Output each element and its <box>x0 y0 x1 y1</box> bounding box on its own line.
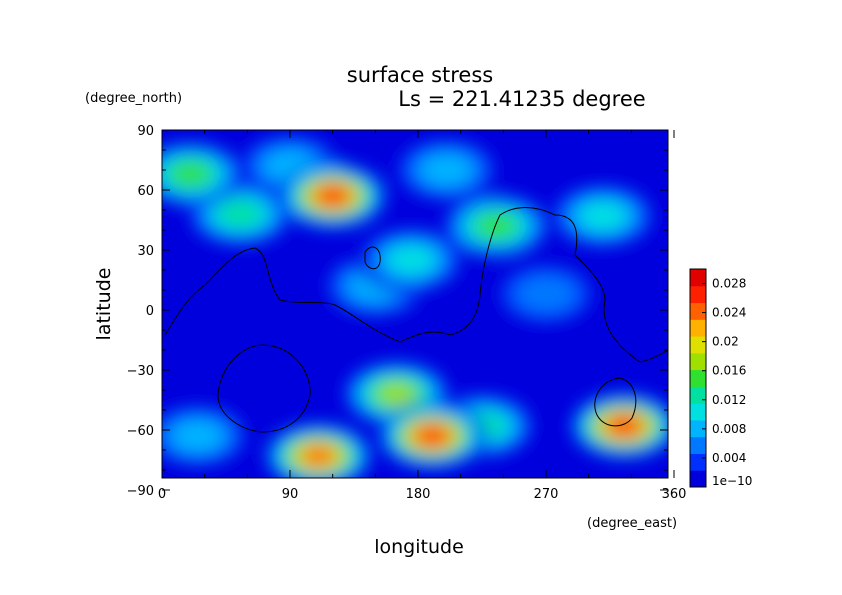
y-tick-label: 30 <box>137 244 154 259</box>
colorbar-band <box>690 302 706 320</box>
field-contour-fill <box>387 246 435 274</box>
field-contour-fill <box>417 427 448 445</box>
field-contour-fill <box>171 162 210 186</box>
colorbar-band <box>690 470 706 488</box>
heatmap-field <box>162 130 668 478</box>
field-contour-fill <box>303 446 334 466</box>
colorbar-label: 0.016 <box>712 364 746 378</box>
contour-line <box>594 377 637 427</box>
x-tick-label: 180 <box>406 487 431 502</box>
colorbar-label: 0.02 <box>712 335 739 349</box>
x-tick-label: 270 <box>534 487 559 502</box>
y-tick-label: −30 <box>127 364 154 379</box>
x-units-label: (degree_east) <box>587 516 677 531</box>
field-contour-fill <box>317 187 348 205</box>
axis-tick-labels: 0 90 180 270 360 90 60 30 0 −30 −60 −90 <box>127 124 687 502</box>
y-tick-label: −60 <box>127 424 154 439</box>
contour-line <box>217 344 311 433</box>
colorbar-band <box>690 386 706 404</box>
contour-lines <box>164 207 668 433</box>
colorbar-frame <box>689 268 707 488</box>
colorbar-band <box>690 403 706 421</box>
colorbar: 1e−10 0.004 0.008 0.012 0.016 0.02 0.024 0.028 <box>689 268 752 488</box>
colorbar-label: 0.008 <box>712 422 746 436</box>
field-contour-fill <box>514 275 578 313</box>
x-tick-label: 0 <box>158 487 166 502</box>
axis-ticks <box>161 129 675 491</box>
y-axis-label: latitude <box>93 268 115 341</box>
chart-title: surface stress <box>347 63 493 87</box>
x-tick-label: 360 <box>662 487 687 502</box>
contour-line <box>364 246 381 270</box>
field-contour-fill <box>419 154 473 186</box>
chart-subtitle: Ls = 221.41235 degree <box>398 87 645 111</box>
colorbar-band <box>690 269 706 287</box>
colorbar-label: 0.004 <box>712 451 746 465</box>
colorbar-band <box>690 336 706 354</box>
field-contour-fill <box>378 383 415 405</box>
field-contour-fill <box>609 417 640 435</box>
colorbar-band <box>690 419 706 438</box>
y-units-label: (degree_north) <box>85 91 182 106</box>
colorbar-band <box>690 352 706 371</box>
y-tick-label: 90 <box>137 124 154 139</box>
colorbar-label: 0.024 <box>712 306 746 320</box>
colorbar-label: 0.012 <box>712 393 746 407</box>
colorbar-band <box>690 369 706 387</box>
plot-frame <box>161 129 669 479</box>
field-contour-fill <box>579 202 627 230</box>
y-tick-label: −90 <box>127 484 154 499</box>
field-contour-fill <box>171 420 225 452</box>
colorbar-band <box>690 319 706 337</box>
y-tick-label: 0 <box>146 304 154 319</box>
x-axis-label: longitude <box>374 536 464 558</box>
colorbar-band <box>690 453 706 471</box>
x-tick-label: 90 <box>282 487 299 502</box>
y-tick-label: 60 <box>137 184 154 199</box>
field-contour-fill <box>476 214 516 238</box>
colorbar-label: 1e−10 <box>712 474 752 488</box>
colorbar-label: 0.028 <box>712 277 746 291</box>
colorbar-band <box>690 436 706 454</box>
contour-line <box>164 207 668 363</box>
colorbar-band <box>690 285 706 304</box>
field-contour-fill <box>219 201 262 227</box>
